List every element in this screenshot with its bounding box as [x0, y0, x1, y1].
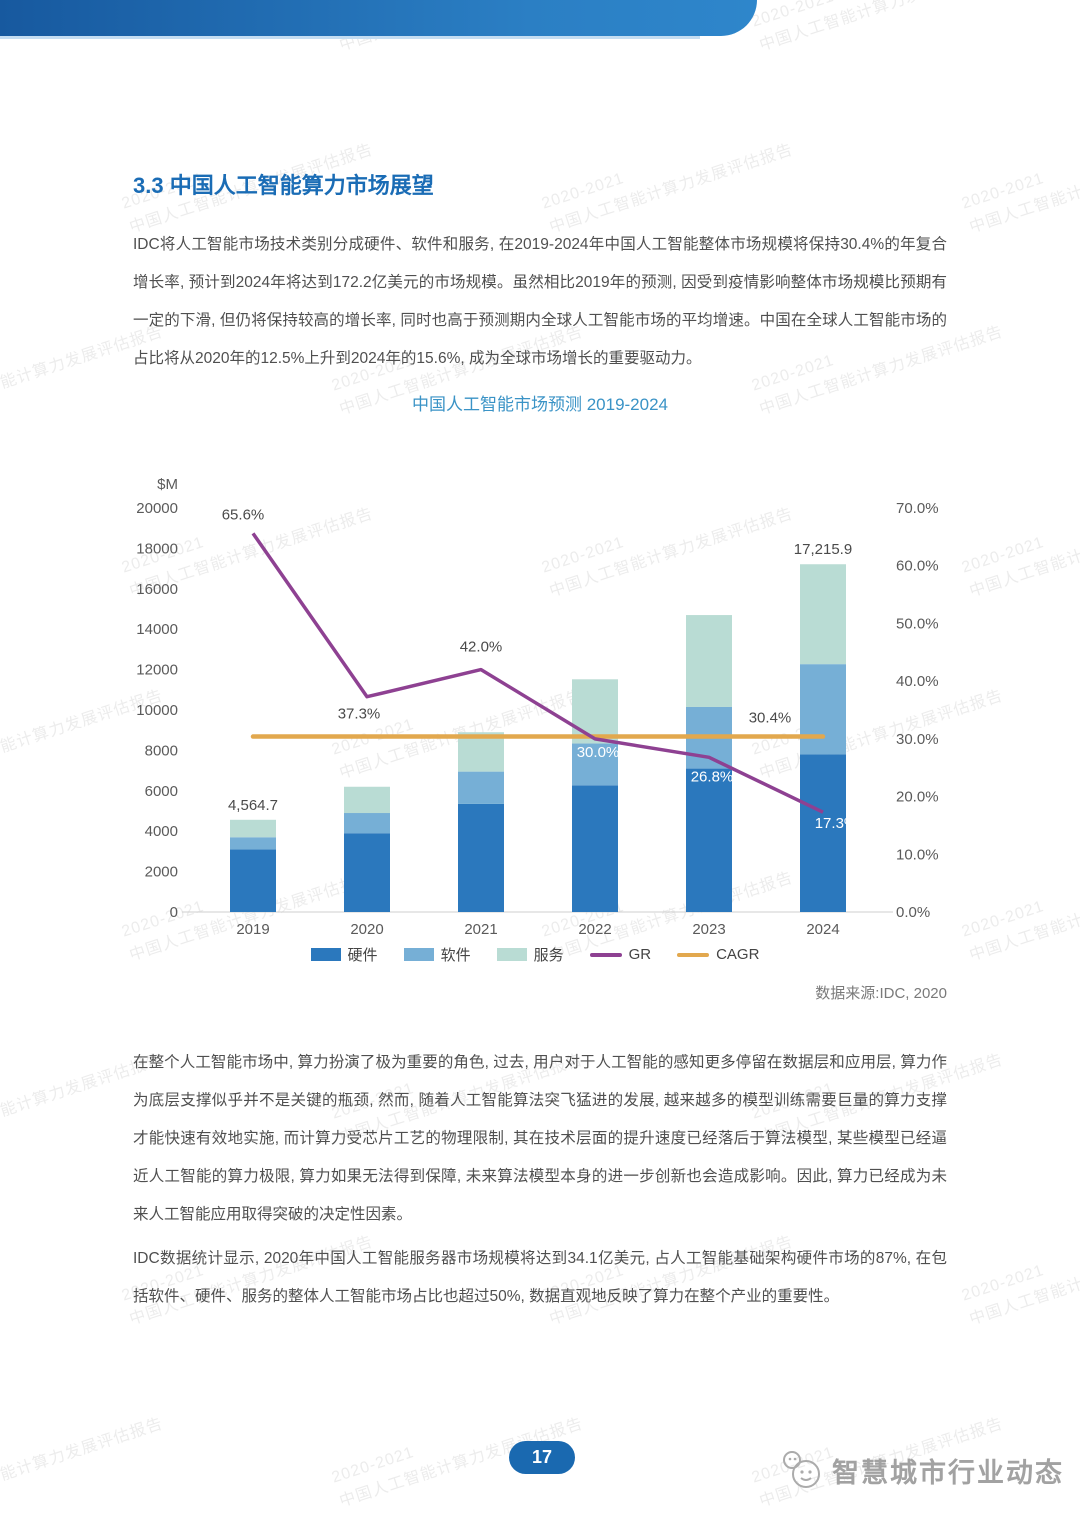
right-axis-tick: 20.0% — [896, 789, 939, 806]
legend-item-cagr: CAGR — [677, 946, 759, 963]
chart-title: 中国人工智能市场预测 2019-2024 — [411, 395, 669, 414]
page-number: 17 — [531, 1447, 553, 1467]
right-axis-tick: 30.0% — [896, 731, 939, 748]
bar-total-label: 17,215.9 — [794, 541, 852, 558]
paragraph-idc-stats: IDC数据统计显示, 2020年中国人工智能服务器市场规模将达到34.1亿美元,… — [133, 1250, 947, 1305]
gr-point-label: 17.3% — [815, 815, 858, 832]
bar-services-2024 — [800, 564, 846, 665]
x-axis-label-2022: 2022 — [578, 921, 611, 938]
legend-label-software: 软件 — [440, 947, 471, 964]
right-axis-tick: 50.0% — [896, 615, 939, 632]
bar-hardware-2021 — [458, 803, 504, 912]
right-axis-tick: 70.0% — [896, 500, 939, 517]
logo-text: 智慧城市行业动态 — [832, 1457, 1064, 1488]
paragraph-computing-role: 在整个人工智能市场中, 算力扮演了极为重要的角色, 过去, 用户对于人工智能的感… — [133, 1054, 947, 1223]
left-axis-tick: 10000 — [136, 702, 178, 719]
right-axis-tick: 0.0% — [896, 904, 930, 921]
data-source: 数据来源:IDC, 2020 — [815, 985, 947, 1002]
legend-label-cagr: CAGR — [716, 946, 760, 963]
left-axis-tick: 0 — [170, 904, 178, 921]
bar-software-2022 — [572, 743, 618, 786]
bar-services-2019 — [230, 819, 276, 838]
legend-item-hardware: 硬件 — [310, 944, 378, 965]
bar-hardware-2023 — [686, 768, 732, 912]
legend-swatch-services — [496, 948, 527, 961]
page-number-badge: 17 — [509, 1441, 575, 1474]
legend-swatch-hardware — [310, 948, 341, 961]
cagr-label: 30.4% — [749, 710, 792, 727]
gr-point-label: 42.0% — [460, 639, 503, 656]
gr-point-label: 37.3% — [338, 706, 381, 723]
header-band-underline — [0, 36, 700, 39]
bar-hardware-2022 — [572, 785, 618, 912]
header-band — [0, 0, 757, 36]
legend-item-software: 软件 — [403, 944, 471, 965]
legend-label-services: 服务 — [533, 947, 564, 964]
left-axis-tick: 4000 — [145, 823, 178, 840]
gr-point-label: 30.0% — [577, 744, 620, 761]
section-title: 3.3 中国人工智能算力市场展望 — [133, 173, 434, 198]
bar-software-2021 — [458, 771, 504, 804]
gr-point-label: 26.8% — [691, 768, 734, 785]
left-axis-tick: 2000 — [145, 864, 178, 881]
legend-label-gr: GR — [628, 946, 652, 963]
bar-total-label: 4,564.7 — [228, 797, 278, 814]
legend-item-services: 服务 — [496, 944, 564, 965]
legend-swatch-gr — [589, 952, 622, 957]
x-axis-label-2021: 2021 — [464, 921, 497, 938]
legend-swatch-software — [403, 948, 434, 961]
bar-services-2022 — [572, 679, 618, 744]
left-axis-tick: 20000 — [136, 500, 178, 517]
logo-icon — [783, 1451, 820, 1488]
bar-hardware-2024 — [800, 754, 846, 912]
bar-software-2020 — [344, 813, 390, 834]
right-axis-tick: 10.0% — [896, 846, 939, 863]
x-axis-label-2024: 2024 — [806, 921, 839, 938]
gr-line — [251, 532, 824, 814]
x-axis-label-2019: 2019 — [236, 921, 269, 938]
left-axis-tick: 18000 — [136, 540, 178, 557]
bar-software-2019 — [230, 837, 276, 850]
bar-software-2024 — [800, 664, 846, 755]
left-axis-tick: 14000 — [136, 621, 178, 638]
left-axis-tick: 12000 — [136, 662, 178, 679]
left-axis-tick: 6000 — [145, 783, 178, 800]
bar-hardware-2019 — [230, 849, 276, 912]
paragraph-market-outlook: IDC将人工智能市场技术类别分成硬件、软件和服务, 在2019-2024年中国人… — [133, 236, 947, 367]
market-forecast-chart: 0 2000 4000 6000 8000 10000 12000 14000 16000 180… — [136, 476, 939, 938]
x-axis-label-2020: 2020 — [350, 921, 383, 938]
left-axis-title: $M — [157, 476, 178, 493]
left-axis-tick: 8000 — [145, 742, 178, 759]
legend-swatch-cagr — [677, 952, 710, 957]
right-axis-tick: 40.0% — [896, 673, 939, 690]
bar-services-2023 — [686, 615, 732, 707]
legend-label-hardware: 硬件 — [347, 947, 378, 964]
x-axis-label-2023: 2023 — [692, 921, 725, 938]
footer-logo: 智慧城市行业动态 — [780, 1448, 1064, 1492]
legend-item-gr: GR — [589, 946, 652, 963]
bar-services-2020 — [344, 786, 390, 814]
bar-hardware-2020 — [344, 833, 390, 912]
right-axis-tick: 60.0% — [896, 558, 939, 575]
chart-legend: 硬件 软件 服务 GR CAGR — [130, 944, 940, 965]
gr-point-label: 65.6% — [222, 506, 265, 523]
left-axis-tick: 16000 — [136, 581, 178, 598]
